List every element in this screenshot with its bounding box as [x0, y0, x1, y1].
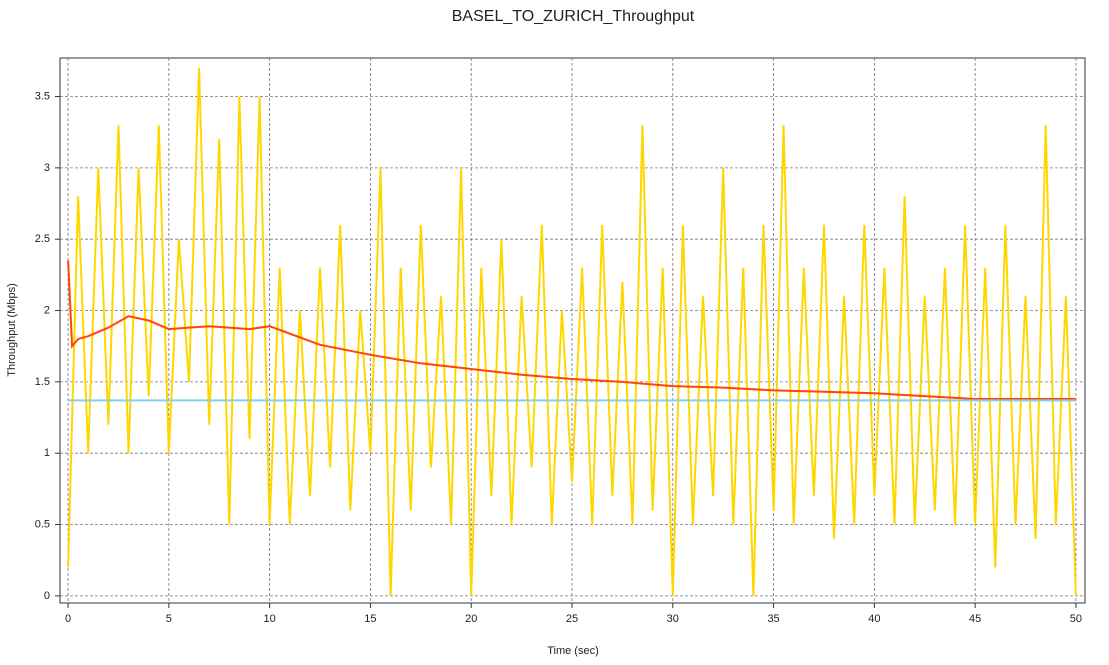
y-tick-label: 0 [44, 590, 50, 602]
plot-frame [59, 57, 1086, 604]
y-tick-label: 2 [44, 304, 50, 316]
y-tick-label: 2.5 [35, 233, 50, 245]
x-tick-label: 40 [868, 613, 880, 625]
y-tick-label: 0.5 [35, 518, 50, 530]
x-tick-label: 50 [1070, 613, 1082, 625]
x-tick-label: 5 [166, 613, 172, 625]
y-tick-label: 3.5 [35, 90, 50, 102]
x-tick-label: 15 [364, 613, 376, 625]
series-line [67, 260, 1076, 400]
x-tick-label: 25 [566, 613, 578, 625]
x-tick-label: 30 [667, 613, 679, 625]
y-axis-label: Throughput (Mbps) [6, 283, 18, 377]
x-tick-label: 45 [969, 613, 981, 625]
x-tick-label: 20 [465, 613, 477, 625]
y-tick-label: 1 [44, 447, 50, 459]
chart-title: BASEL_TO_ZURICH_Throughput [452, 8, 695, 25]
x-axis-label: Time (sec) [547, 645, 599, 657]
y-tick-label: 1.5 [35, 376, 50, 388]
x-tick-label: 10 [264, 613, 276, 625]
x-tick-label: 0 [65, 613, 71, 625]
x-tick-label: 35 [767, 613, 779, 625]
y-tick-label: 3 [44, 162, 50, 174]
series-line [67, 67, 1077, 596]
